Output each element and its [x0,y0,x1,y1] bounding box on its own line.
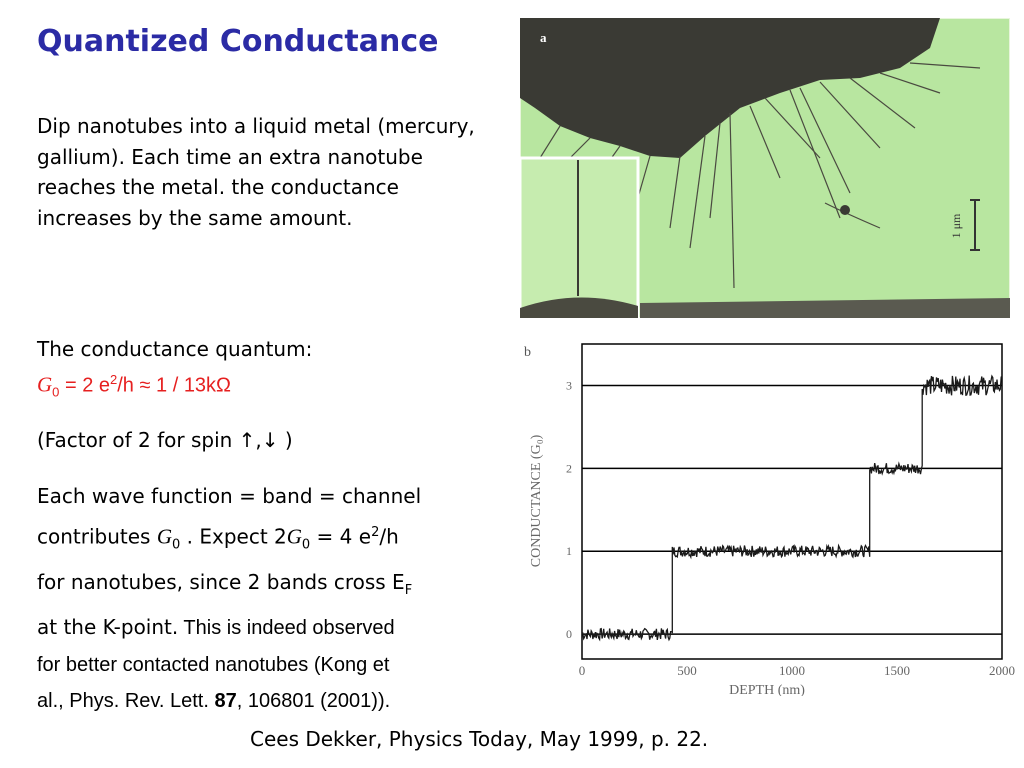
plot-frame [581,343,1003,660]
p3-line5: for better contacted nanotubes (Kong et [37,653,390,676]
x-tick-label-1500: 1500 [884,663,910,678]
y-axis-label: CONDUCTANCE (G₀) [529,434,544,567]
p3-line3: for nanotubes, since 2 bands cross EF [37,569,413,598]
slide-title: Quantized Conductance [37,24,439,59]
x-tick-label-500: 500 [677,663,697,678]
p3-line2: contributes G0 . Expect 2G0 = 4 e2/h [37,524,399,553]
conductance-quantum-label: The conductance quantum: [37,337,313,361]
y-tick-label-1: 1 [566,544,572,558]
metal-surface [640,298,1010,318]
conductance-chart: b 0 1 2 3 0 500 1000 1500 2000 DEPTH (nm) CONDU… [512,336,1020,696]
formula-g: G [37,372,53,397]
formula-g-sub: 0 [52,384,60,400]
x-tick-label-1000: 1000 [779,663,805,678]
x-axis-label: DEPTH (nm) [729,683,805,696]
y-tick-label-0: 0 [566,627,572,641]
band-explanation-paragraph: Each wave function = band = channel cont… [37,478,507,720]
panel-label-a: a [540,30,547,45]
formula-eq: = 2 e [59,374,111,397]
scale-label: 1 μm [949,213,963,238]
panel-label-b: b [524,345,531,360]
x-tick-label-2000: 2000 [989,663,1015,678]
scale-bar [970,199,980,251]
p3-line1: Each wave function = band = channel [37,484,422,508]
formula-rest: /h ≈ 1 / 13kΩ [117,374,232,397]
y-tick-label-3: 3 [566,378,572,392]
citation: Cees Dekker, Physics Today, May 1999, p.… [250,727,709,751]
p3-line4: at the K-point. This is indeed observed [37,615,395,640]
fiber-mass [520,18,940,158]
spin-note: (Factor of 2 for spin ↑,↓ ) [37,428,293,452]
conductance-quantum-formula: G0 = 2 e2/h ≈ 1 / 13kΩ [37,372,231,400]
formula-sup: 2 [110,372,118,387]
conductance-trace [581,374,1003,642]
p3-line6: al., Phys. Rev. Lett. 87, 106801 (2001))… [37,690,391,713]
intro-paragraph: Dip nanotubes into a liquid metal (mercu… [37,114,475,230]
x-tick-label-0: 0 [579,663,586,678]
y-tick-label-2: 2 [566,461,572,475]
micrograph-figure: 1 μm a [520,18,1010,318]
